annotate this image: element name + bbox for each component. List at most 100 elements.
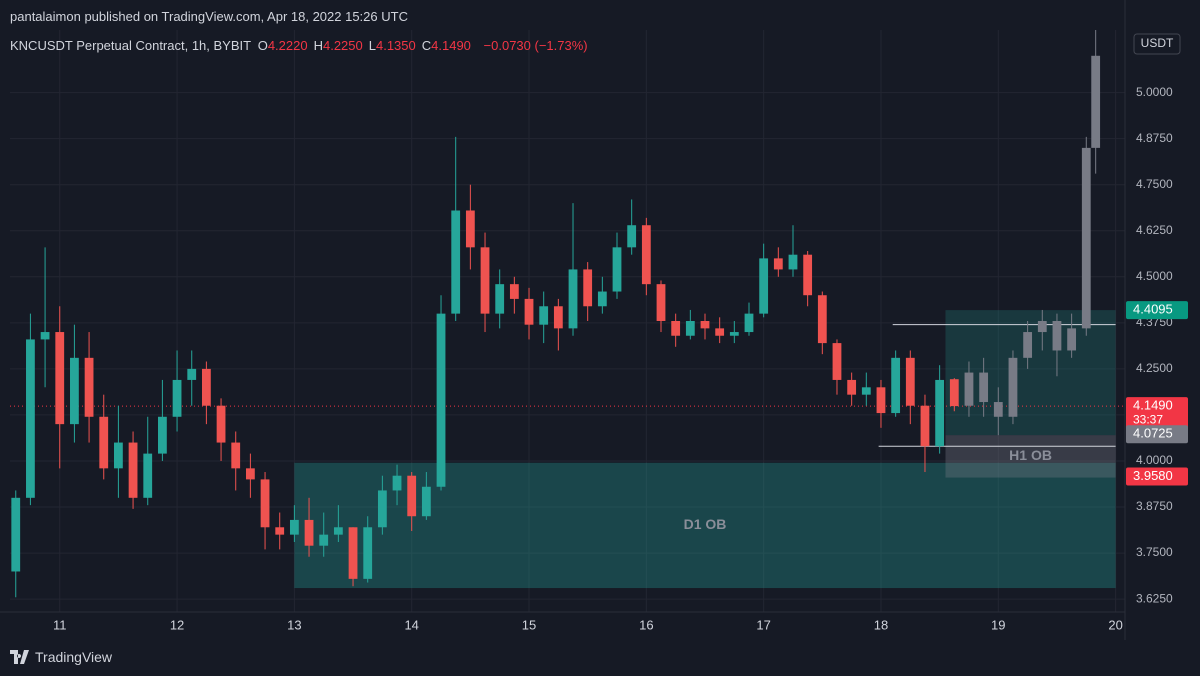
candle-body <box>583 269 593 307</box>
ohlc-key: L <box>368 38 376 53</box>
x-tick-label: 18 <box>874 617 888 632</box>
candle-body <box>348 527 358 579</box>
brand: TradingView <box>35 649 113 665</box>
candle-body <box>920 405 930 447</box>
y-tick-label: 4.7500 <box>1136 177 1173 191</box>
ohlc-value: 4.1490 <box>431 38 471 53</box>
candle-body <box>949 379 959 407</box>
candle-body <box>407 475 417 517</box>
candle-body <box>964 372 974 406</box>
candle-body <box>392 475 402 491</box>
y-tick-label: 3.6250 <box>1136 591 1173 605</box>
y-tick-label: 4.8750 <box>1136 131 1173 145</box>
ohlc-key: C <box>421 38 432 53</box>
publisher: pantalaimon published on TradingView.com… <box>10 9 408 24</box>
candle-body <box>641 225 651 285</box>
x-tick-label: 12 <box>170 617 184 632</box>
candle-body <box>275 527 285 535</box>
candle-body <box>40 332 50 340</box>
y-tick-label: 4.2500 <box>1136 361 1173 375</box>
candle-body <box>803 254 813 296</box>
candle-body <box>231 442 241 469</box>
candle-body <box>201 368 211 406</box>
y-tick-label: 3.8750 <box>1136 499 1173 513</box>
candle-body <box>759 258 769 314</box>
change: −0.0730 (−1.73%) <box>483 38 588 53</box>
candle-body <box>304 519 314 546</box>
price-label: 4.1490 <box>1133 398 1173 413</box>
candle-body <box>1008 357 1018 417</box>
candle-body <box>524 298 534 325</box>
candle-body <box>172 379 182 417</box>
candle-body <box>700 321 710 329</box>
candle-body <box>1023 332 1033 358</box>
candle-body <box>773 258 783 270</box>
candle-body <box>143 453 153 498</box>
candle-body <box>1067 328 1077 351</box>
ohlc-key: H <box>313 38 323 53</box>
ohlc-value: 4.2220 <box>267 38 308 53</box>
candle-body <box>715 328 725 336</box>
candle-body <box>11 497 21 572</box>
candle-body <box>817 295 827 344</box>
y-tick-label: 3.7500 <box>1136 545 1173 559</box>
x-tick-label: 15 <box>522 617 536 632</box>
candle-body <box>539 306 549 325</box>
candle-body <box>729 332 739 336</box>
price-label-box <box>1126 397 1188 430</box>
candle-body <box>993 402 1003 417</box>
candle-body <box>891 357 901 414</box>
candle-body <box>671 321 681 336</box>
candle-body <box>744 313 754 333</box>
price-label: 4.0725 <box>1133 426 1173 441</box>
candle-body <box>99 416 109 469</box>
candle-body <box>260 479 270 528</box>
candle-body <box>1037 321 1047 333</box>
candle-body <box>1081 147 1091 329</box>
countdown: 33:37 <box>1133 412 1163 426</box>
candle-body <box>377 490 387 528</box>
candle-body <box>788 254 798 270</box>
candle-body <box>319 534 329 546</box>
zone <box>945 435 1116 478</box>
candle-body <box>876 387 886 414</box>
x-tick-label: 11 <box>53 617 67 632</box>
ohlc-value: 4.2250 <box>322 38 363 53</box>
candle-body <box>568 269 578 329</box>
ohlc-key: O <box>257 38 268 53</box>
candle-body <box>1052 321 1062 351</box>
footer[interactable]: TradingView <box>10 649 112 665</box>
candle-body <box>612 247 622 292</box>
legend: KNCUSDT Perpetual Contract, 1h, BYBIT O4… <box>10 38 591 53</box>
candle-body <box>84 357 94 417</box>
candle-body <box>935 379 945 447</box>
price-label-box <box>1126 425 1188 444</box>
candle-body <box>26 339 35 498</box>
candle-body <box>55 332 65 425</box>
symbol: KNCUSDT Perpetual Contract, 1h, BYBIT <box>10 38 252 53</box>
ohlc: O4.2220 H4.2250 L4.1350 C4.1490 <box>258 38 477 53</box>
y-tick-label: 5.0000 <box>1136 85 1173 99</box>
y-tick-label: 4.5000 <box>1136 269 1173 283</box>
x-tick-label: 13 <box>287 617 301 632</box>
zone <box>294 462 1116 589</box>
x-tick-label: 17 <box>756 617 770 632</box>
candle-body <box>465 210 475 248</box>
currency-box <box>1133 33 1181 55</box>
candle-body <box>436 313 446 487</box>
candle-body <box>1091 55 1101 148</box>
candle-body <box>451 210 461 314</box>
candle-body <box>553 306 563 329</box>
candle-body <box>216 405 226 443</box>
candle-body <box>627 225 637 248</box>
candle-body <box>597 291 607 307</box>
candle-body <box>245 468 255 480</box>
candle-body <box>847 379 857 395</box>
logo <box>10 650 29 664</box>
candle-body <box>656 284 666 321</box>
candle-body <box>685 321 695 336</box>
x-tick-label: 16 <box>639 617 653 632</box>
candle-body <box>114 442 123 469</box>
